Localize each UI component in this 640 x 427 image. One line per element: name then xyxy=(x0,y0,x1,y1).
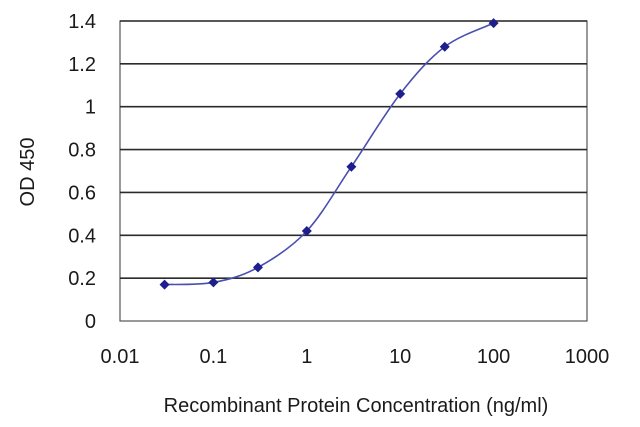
x-tick-label: 0.1 xyxy=(199,346,227,368)
series-line xyxy=(164,22,494,286)
data-point-marker xyxy=(346,161,357,172)
y-tick-label: 0.4 xyxy=(68,225,96,247)
x-axis-title: Recombinant Protein Concentration (ng/ml… xyxy=(164,395,549,417)
x-axis-ticks: 0.01 0.1 1 10 100 1000 xyxy=(101,346,610,368)
data-point-marker xyxy=(439,41,450,52)
y-axis-title: OD 450 xyxy=(17,138,39,207)
series-group xyxy=(159,18,499,290)
y-tick-label: 1.2 xyxy=(68,54,96,76)
y-tick-label: 0.2 xyxy=(68,268,96,290)
data-point-marker xyxy=(252,262,263,273)
y-tick-label: 1.4 xyxy=(68,11,96,33)
plot-area xyxy=(119,20,588,322)
data-point-marker xyxy=(159,279,170,290)
y-tick-label: 0 xyxy=(85,311,96,333)
data-point-marker xyxy=(301,226,312,236)
gridlines xyxy=(120,20,587,279)
data-point-marker xyxy=(488,18,499,29)
data-point-marker xyxy=(208,277,219,288)
x-tick-label: 100 xyxy=(477,346,510,368)
y-axis-ticks: 0 0.2 0.4 0.6 0.8 1 1.2 1.4 xyxy=(68,11,96,333)
x-tick-label: 1 xyxy=(301,346,312,368)
plot-frame xyxy=(119,20,588,322)
x-tick-label: 1000 xyxy=(565,346,610,368)
y-tick-label: 0.6 xyxy=(68,182,96,204)
y-tick-label: 1 xyxy=(85,97,96,119)
y-tick-label: 0.8 xyxy=(68,140,96,162)
x-tick-label: 10 xyxy=(389,346,411,368)
x-tick-label: 0.01 xyxy=(101,346,140,368)
data-point-marker xyxy=(395,88,406,99)
